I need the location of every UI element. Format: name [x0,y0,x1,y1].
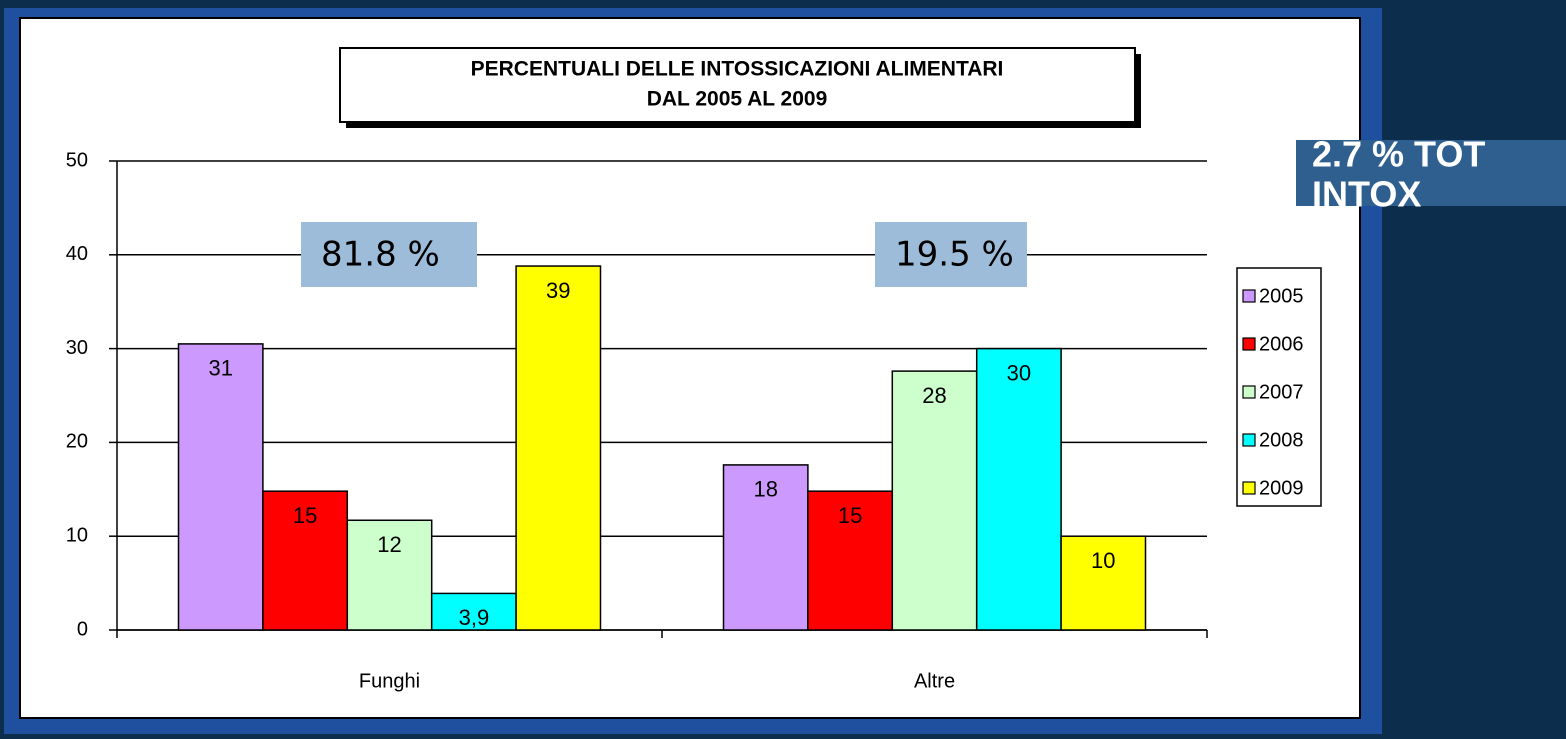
legend-label: 2006 [1259,333,1304,355]
bar [177,343,264,631]
y-tick-label: 20 [66,431,88,453]
bar [346,519,433,631]
bar [1060,535,1147,631]
title-box [339,47,1136,123]
legend-swatch [1242,337,1256,351]
data-label: 10 [1091,548,1115,573]
annotation: 19.5 % [895,235,1014,275]
bar [891,370,978,631]
y-tick-label: 30 [66,337,88,359]
side-note-box [1296,140,1566,206]
x-tick-label: Funghi [359,670,420,692]
side-note: INTOX [1312,173,1421,214]
data-label: 15 [838,503,862,528]
data-label: 31 [208,356,232,381]
data-label: 28 [922,383,946,408]
legend-swatch [1242,481,1256,495]
plot: 0 10 20 30 40 50 Funghi 31 15 12 3,9 39 Altre 18 15 28 3… [66,149,1304,692]
data-label: 30 [1007,360,1031,385]
bar [807,490,894,631]
legend-swatch [1242,385,1256,399]
y-tick-label: 10 [66,524,88,546]
data-label: 12 [377,532,401,557]
bar [722,464,809,631]
chart-title: PERCENTUALI DELLE INTOSSICAZIONI ALIMENT… [471,58,1004,81]
annotation-box [875,222,1027,287]
legend-label: 2009 [1259,477,1304,499]
chart-title: DAL 2005 AL 2009 [647,88,828,111]
bar [262,490,349,631]
data-label: 15 [293,503,317,528]
y-tick-label: 40 [66,243,88,265]
annotation: 81.8 % [321,235,440,275]
y-tick-label: 50 [66,149,88,171]
legend-swatch [1242,433,1256,447]
legend-label: 2005 [1259,285,1304,307]
bar [975,347,1062,631]
x-tick-label: Altre [914,670,955,692]
annotation-box [301,222,477,287]
legend-label: 2007 [1259,381,1304,403]
y-tick-label: 0 [77,618,88,640]
legend-swatch [1242,289,1256,303]
side-note: 2.7 % TOT [1312,134,1485,175]
data-label: 3,9 [459,605,490,630]
bar [515,265,602,631]
data-label: 39 [546,278,570,303]
legend-label: 2008 [1259,429,1304,451]
data-label: 18 [753,477,777,502]
